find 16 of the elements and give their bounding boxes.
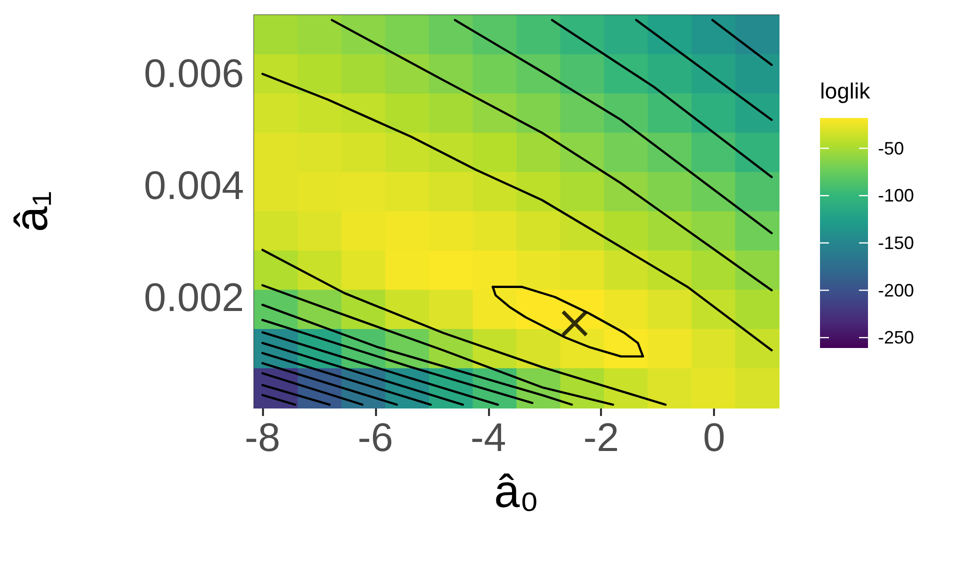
color-bar-label: -250 [878, 328, 914, 348]
x-tick-label: -4 [470, 416, 506, 460]
color-bar-label: -150 [878, 232, 914, 253]
y-axis-title: â₁ [5, 190, 57, 232]
x-tick-label: -2 [583, 416, 619, 460]
color-bar-label: -200 [878, 280, 914, 300]
x-tick-label: -8 [244, 416, 280, 460]
y-tick-label: 0.006 [144, 52, 244, 96]
y-tick-label: 0.004 [144, 164, 244, 208]
y-tick-label: 0.002 [144, 276, 244, 320]
color-bar-label: -50 [878, 138, 904, 158]
x-tick-label: 0 [702, 416, 726, 460]
x-axis-title: â₀ [494, 465, 539, 517]
x-tick-label: -6 [358, 416, 394, 460]
color-bar-label: -100 [878, 186, 914, 206]
color-bar-title: loglik [820, 78, 872, 104]
